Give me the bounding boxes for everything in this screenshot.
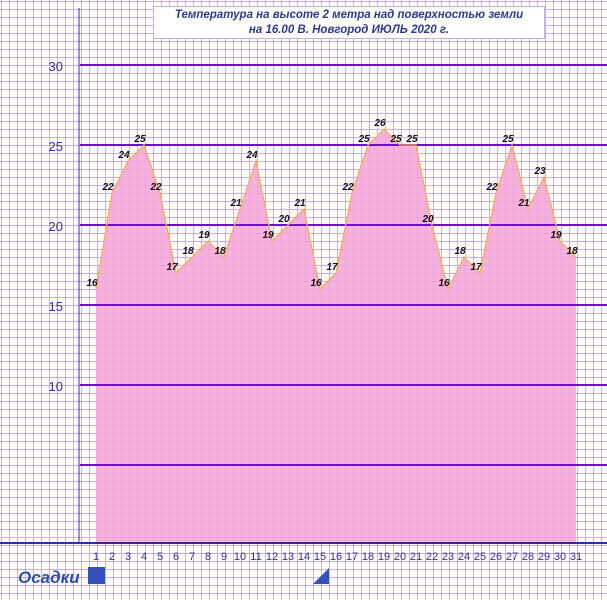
data-label: 26: [373, 118, 386, 129]
y-tick-label: 30: [49, 59, 63, 74]
x-tick-label: 3: [125, 551, 131, 563]
x-tick-label: 4: [141, 551, 147, 563]
corner-triangle-icon: [313, 568, 329, 584]
data-label: 19: [550, 230, 562, 241]
data-label: 22: [485, 182, 498, 193]
data-label: 17: [326, 262, 338, 273]
data-label: 17: [166, 262, 178, 273]
y-tick-label: 20: [49, 219, 63, 234]
x-tick-label: 5: [157, 551, 163, 563]
x-tick-label: 7: [189, 551, 195, 563]
data-label: 25: [357, 134, 370, 145]
x-tick-label: 13: [282, 551, 294, 563]
data-label: 23: [533, 166, 546, 177]
x-tick-label: 27: [506, 551, 518, 563]
x-tick-label: 9: [221, 551, 227, 563]
x-tick-label: 20: [394, 551, 406, 563]
temperature-area: [96, 129, 576, 543]
precipitation-square-icon: [88, 567, 105, 584]
data-label: 25: [405, 134, 418, 145]
x-tick-label: 16: [330, 551, 342, 563]
data-label: 17: [470, 262, 482, 273]
x-tick-label: 6: [173, 551, 179, 563]
data-label: 19: [262, 230, 274, 241]
x-tick-label: 21: [410, 551, 422, 563]
data-label: 18: [454, 246, 466, 257]
y-tick-label: 25: [49, 139, 63, 154]
x-tick-label: 2: [109, 551, 115, 563]
x-tick-label: 17: [346, 551, 358, 563]
data-label: 22: [101, 182, 114, 193]
x-tick-label: 8: [205, 551, 211, 563]
data-label: 18: [566, 246, 578, 257]
data-label: 25: [389, 134, 402, 145]
y-tick-label: 15: [49, 299, 63, 314]
y-tick-label: 10: [49, 379, 63, 394]
chart-title-line-2: на 16.00 В. Новгород ИЮЛЬ 2020 г.: [248, 24, 450, 36]
x-tick-label: 26: [490, 551, 502, 563]
x-tick-label: 14: [298, 551, 310, 563]
data-label: 22: [341, 182, 354, 193]
x-tick-label: 28: [522, 551, 534, 563]
data-label: 16: [438, 278, 450, 289]
data-label: 22: [149, 182, 162, 193]
x-tick-label: 23: [442, 551, 454, 563]
data-label: 18: [182, 246, 194, 257]
x-tick-label: 31: [570, 551, 582, 563]
x-tick-label: 25: [474, 551, 486, 563]
data-label: 25: [501, 134, 514, 145]
x-tick-label: 29: [538, 551, 550, 563]
data-label: 16: [310, 278, 322, 289]
x-tick-label: 11: [250, 551, 261, 563]
chart-title-box: Температура на высоте 2 метра над поверх…: [153, 6, 545, 39]
data-label: 20: [277, 214, 290, 225]
x-tick-label: 12: [266, 551, 278, 563]
data-label: 20: [421, 214, 434, 225]
x-tick-label: 24: [458, 551, 470, 563]
data-label: 21: [229, 198, 242, 209]
x-tick-label: 10: [234, 551, 246, 563]
data-label: 24: [117, 150, 130, 161]
x-tick-label: 30: [554, 551, 566, 563]
data-label: 19: [198, 230, 210, 241]
data-label: 24: [245, 150, 258, 161]
x-tick-label: 15: [314, 551, 326, 563]
data-label: 18: [214, 246, 226, 257]
chart-title-line-1: Температура на высоте 2 метра над поверх…: [174, 9, 524, 21]
x-tick-label: 22: [426, 551, 438, 563]
precipitation-label: Осадки: [18, 568, 80, 587]
x-tick-label: 19: [378, 551, 390, 563]
x-tick-label: 18: [362, 551, 374, 563]
data-label: 21: [293, 198, 306, 209]
data-label: 21: [517, 198, 530, 209]
temperature-line: [95, 128, 577, 291]
data-label: 25: [133, 134, 146, 145]
x-tick-label: 1: [93, 551, 99, 563]
data-label: 16: [86, 278, 98, 289]
